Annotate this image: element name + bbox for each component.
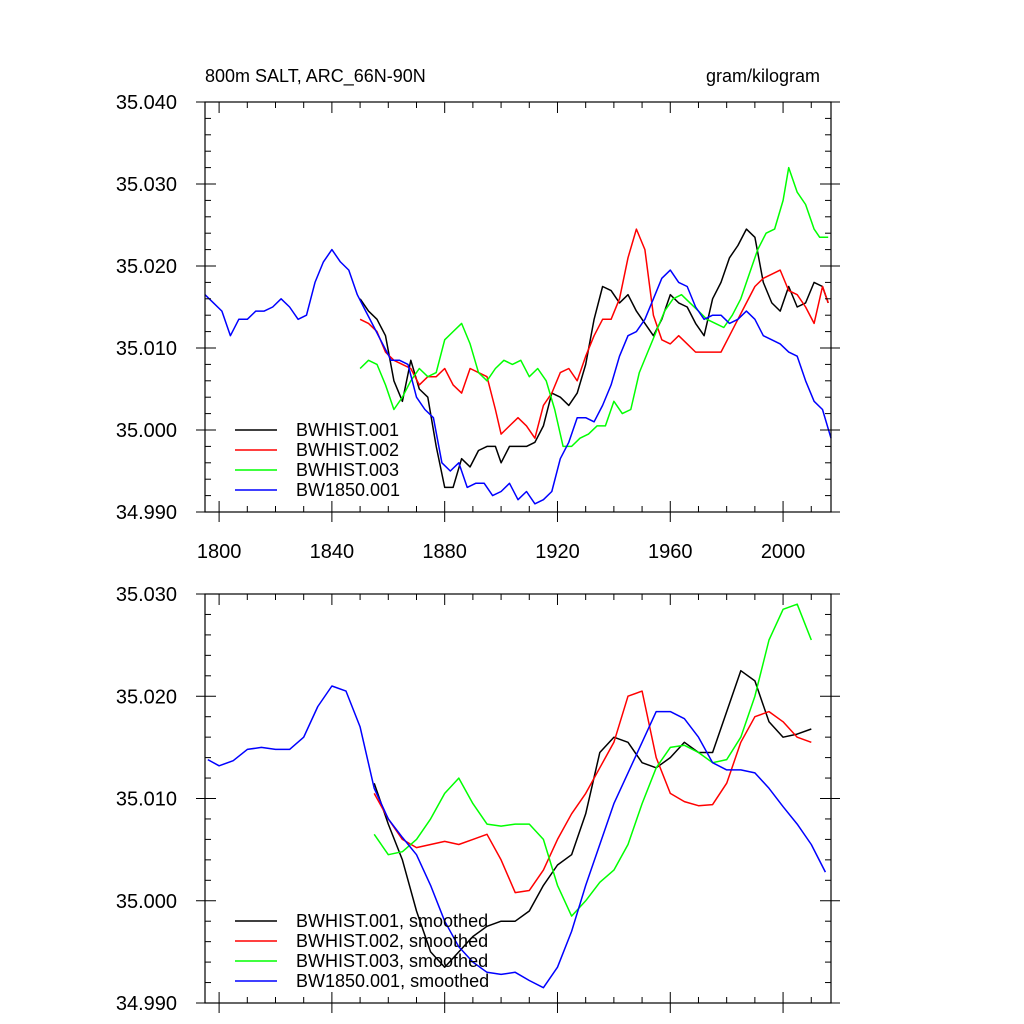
series-line-0-0 [359, 228, 829, 489]
y-tick-label: 35.020 [116, 686, 177, 708]
y-tick-label: 35.010 [116, 338, 177, 360]
series-line-0-3 [204, 248, 832, 505]
legend-label: BWHIST.002, smoothed [296, 931, 488, 951]
x-tick-label: 1840 [310, 541, 355, 563]
y-tick-label: 35.000 [116, 891, 177, 913]
x-tick-label: 2000 [761, 541, 806, 563]
axis-ticks [196, 593, 840, 1013]
legend-label: BW1850.001 [296, 480, 400, 500]
legend-label: BW1850.001, smoothed [296, 971, 489, 991]
y-tick-label: 35.040 [116, 92, 177, 114]
y-tick-label: 35.010 [116, 789, 177, 811]
x-tick-label: 1960 [648, 541, 693, 563]
series-line-1-3 [207, 685, 827, 989]
top-panel: 34.990 35.000 35.010 35.020 35.030 35.040 1800… [116, 92, 840, 563]
legend-label: BWHIST.002 [296, 440, 399, 460]
x-tick-label: 1920 [535, 541, 580, 563]
y-tick-label: 35.000 [116, 420, 177, 442]
series-line-1-0 [373, 669, 812, 968]
bottom-panel: 34.990 35.000 35.010 35.020 35.030 BWHIST.001… [116, 584, 840, 1015]
axis-ticks [196, 101, 840, 522]
legend-label: BWHIST.003, smoothed [296, 951, 488, 971]
x-tick-label: 1800 [197, 541, 242, 563]
series-line-1-1 [373, 690, 812, 894]
y-tick-label: 34.990 [116, 502, 177, 524]
chart-title: 800m SALT, ARC_66N-90N [205, 66, 426, 87]
y-tick-label: 34.990 [116, 993, 177, 1015]
plot-frame [204, 101, 832, 513]
y-tick-label: 35.020 [116, 256, 177, 278]
y-tick-label: 35.030 [116, 174, 177, 196]
series-line-0-1 [359, 228, 829, 439]
x-tick-label: 1880 [422, 541, 467, 563]
legend-label: BWHIST.001 [296, 420, 399, 440]
legend-label: BWHIST.003 [296, 460, 399, 480]
series-line-1-2 [373, 603, 812, 917]
units-label: gram/kilogram [706, 66, 820, 86]
series-line-0-2 [359, 166, 829, 448]
y-tick-label: 35.030 [116, 584, 177, 606]
legend-label: BWHIST.001, smoothed [296, 911, 488, 931]
